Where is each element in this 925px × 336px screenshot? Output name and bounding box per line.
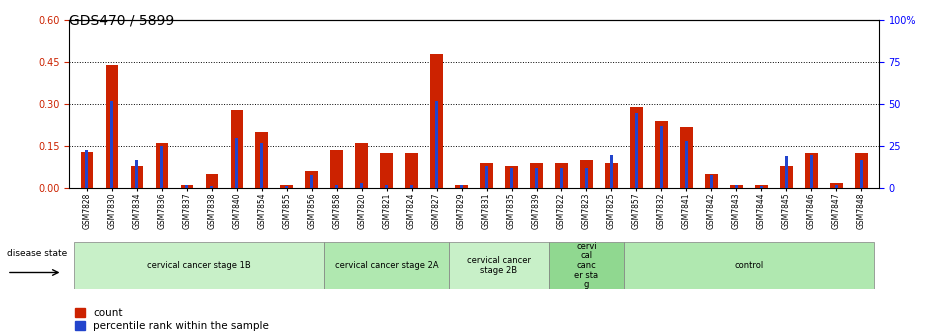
Bar bbox=[460, 185, 463, 188]
Bar bbox=[80, 152, 93, 188]
Bar bbox=[635, 113, 638, 188]
Bar bbox=[585, 168, 588, 188]
Bar bbox=[624, 242, 874, 289]
Bar bbox=[360, 183, 364, 188]
Bar bbox=[285, 186, 289, 188]
Bar bbox=[449, 242, 549, 289]
Text: GDS470 / 5899: GDS470 / 5899 bbox=[69, 13, 175, 28]
Bar bbox=[355, 143, 368, 188]
Bar bbox=[555, 163, 568, 188]
Bar bbox=[510, 168, 513, 188]
Legend: count, percentile rank within the sample: count, percentile rank within the sample bbox=[75, 308, 269, 331]
Bar bbox=[859, 160, 863, 188]
Bar bbox=[235, 138, 239, 188]
Bar bbox=[784, 156, 788, 188]
Bar bbox=[480, 163, 493, 188]
Bar bbox=[809, 155, 813, 188]
Bar bbox=[455, 185, 468, 188]
Bar bbox=[205, 174, 218, 188]
Bar bbox=[385, 185, 388, 188]
Bar bbox=[530, 163, 543, 188]
Bar bbox=[630, 107, 643, 188]
Bar bbox=[160, 146, 164, 188]
Bar bbox=[210, 186, 214, 188]
Bar bbox=[155, 143, 168, 188]
Bar bbox=[580, 160, 593, 188]
Bar bbox=[805, 153, 818, 188]
Bar bbox=[280, 185, 293, 188]
Bar bbox=[709, 175, 713, 188]
Bar bbox=[605, 163, 618, 188]
Text: control: control bbox=[734, 261, 763, 270]
Bar bbox=[655, 121, 668, 188]
Bar bbox=[230, 110, 243, 188]
Text: cervical cancer
stage 2B: cervical cancer stage 2B bbox=[467, 256, 531, 275]
Bar bbox=[185, 185, 189, 188]
Bar bbox=[610, 155, 613, 188]
Bar bbox=[730, 185, 743, 188]
Bar bbox=[684, 141, 688, 188]
Bar bbox=[324, 242, 449, 289]
Bar bbox=[830, 182, 843, 188]
Bar bbox=[485, 166, 488, 188]
Text: cervical cancer stage 1B: cervical cancer stage 1B bbox=[147, 261, 252, 270]
Bar bbox=[380, 153, 393, 188]
Text: cervical cancer stage 2A: cervical cancer stage 2A bbox=[335, 261, 438, 270]
Bar bbox=[330, 151, 343, 188]
Bar bbox=[435, 101, 438, 188]
Bar bbox=[105, 65, 118, 188]
Bar bbox=[549, 242, 624, 289]
Bar bbox=[535, 168, 538, 188]
Bar bbox=[755, 185, 768, 188]
Bar bbox=[705, 174, 718, 188]
Text: disease state: disease state bbox=[7, 249, 68, 258]
Text: cervi
cal
canc
er sta
g: cervi cal canc er sta g bbox=[574, 242, 598, 289]
Bar bbox=[310, 175, 314, 188]
Bar bbox=[255, 132, 268, 188]
Bar bbox=[135, 160, 139, 188]
Bar bbox=[680, 127, 693, 188]
Bar bbox=[260, 143, 264, 188]
Bar bbox=[335, 185, 339, 188]
Bar bbox=[85, 150, 89, 188]
Bar bbox=[130, 166, 143, 188]
Bar bbox=[74, 242, 324, 289]
Bar bbox=[305, 171, 318, 188]
Bar bbox=[759, 186, 763, 188]
Bar bbox=[405, 153, 418, 188]
Bar bbox=[410, 185, 413, 188]
Bar bbox=[660, 126, 663, 188]
Bar bbox=[110, 101, 114, 188]
Bar bbox=[505, 166, 518, 188]
Bar bbox=[180, 185, 193, 188]
Bar bbox=[834, 185, 838, 188]
Bar bbox=[430, 54, 443, 188]
Bar bbox=[734, 185, 738, 188]
Bar bbox=[780, 166, 793, 188]
Bar bbox=[855, 153, 868, 188]
Bar bbox=[560, 168, 563, 188]
